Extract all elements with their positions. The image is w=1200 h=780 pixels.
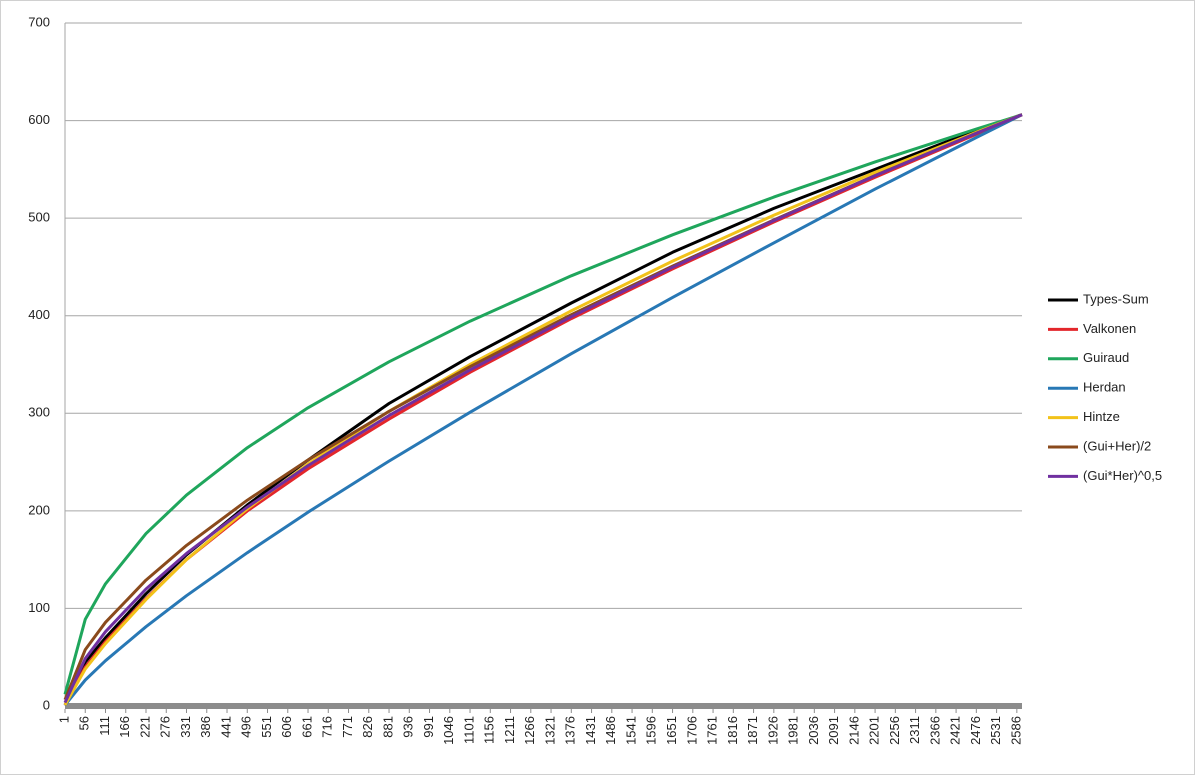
x-tick-label: 2476 <box>968 716 983 745</box>
x-tick-label: 1981 <box>786 716 801 745</box>
series-line <box>63 113 1023 706</box>
x-tick-label: 1266 <box>522 716 537 745</box>
x-tick-label: 771 <box>340 716 355 738</box>
series-line <box>63 113 1023 706</box>
x-tick-label: 716 <box>320 716 335 738</box>
x-tick-label: 1486 <box>603 716 618 745</box>
x-tick-label: 1761 <box>705 716 720 745</box>
x-tick-label: 2421 <box>948 716 963 745</box>
legend-label: Hintze <box>1083 409 1120 424</box>
x-tick-label: 2201 <box>867 716 882 745</box>
y-tick-label: 500 <box>28 210 50 225</box>
y-tick-label: 0 <box>43 697 50 712</box>
x-tick-label: 1431 <box>583 716 598 745</box>
x-tick-label: 2586 <box>1008 716 1023 745</box>
y-tick-label: 600 <box>28 112 50 127</box>
x-tick-label: 331 <box>178 716 193 738</box>
x-tick-label: 2311 <box>907 716 922 744</box>
x-tick-label: 1596 <box>644 716 659 745</box>
legend-label: (Gui*Her)^0,5 <box>1083 468 1162 483</box>
y-tick-label: 100 <box>28 600 50 615</box>
legend-label: (Gui+Her)/2 <box>1083 438 1151 453</box>
x-tick-label: 496 <box>239 716 254 738</box>
x-tick-label: 1156 <box>482 716 497 744</box>
x-tick-label: 1211 <box>502 716 517 744</box>
x-tick-label: 606 <box>279 716 294 738</box>
x-axis <box>65 703 1022 709</box>
x-tick-label: 276 <box>158 716 173 738</box>
x-tick-label: 1101 <box>461 716 476 744</box>
legend-label: Types-Sum <box>1083 291 1149 306</box>
x-tick-label: 1651 <box>664 716 679 745</box>
x-tick-label: 1321 <box>542 716 557 745</box>
x-tick-label: 936 <box>401 716 416 738</box>
x-tick-label: 1 <box>56 716 71 723</box>
x-tick-label: 2256 <box>887 716 902 745</box>
x-tick-label: 2146 <box>846 716 861 745</box>
x-tick-label: 2036 <box>806 716 821 745</box>
x-tick-label: 1541 <box>623 716 638 745</box>
x-tick-label: 661 <box>299 716 314 738</box>
legend-label: Herdan <box>1083 380 1126 395</box>
x-tick-label: 991 <box>421 716 436 738</box>
x-tick-label: 1706 <box>684 716 699 745</box>
x-tick-label: 2531 <box>988 716 1003 745</box>
x-tick-label: 111 <box>97 716 112 736</box>
x-tick-label: 551 <box>259 716 274 738</box>
x-tick-label: 166 <box>117 716 132 738</box>
x-tick-label: 2366 <box>927 716 942 745</box>
series-line <box>63 113 1023 695</box>
x-tick-label: 881 <box>380 716 395 738</box>
y-tick-label: 200 <box>28 502 50 517</box>
x-tick-label: 386 <box>198 716 213 738</box>
x-tick-label: 1376 <box>563 716 578 745</box>
series-line <box>63 113 1023 704</box>
x-tick-label: 2091 <box>826 716 841 745</box>
legend-label: Guiraud <box>1083 350 1129 365</box>
y-tick-label: 400 <box>28 307 50 322</box>
x-tick-label: 1926 <box>765 716 780 745</box>
x-tick-label: 1871 <box>745 716 760 745</box>
x-tick-label: 441 <box>218 716 233 738</box>
x-tick-label: 826 <box>360 716 375 738</box>
x-tick-label: 221 <box>137 716 152 738</box>
x-tick-label: 1816 <box>725 716 740 745</box>
x-tick-label: 56 <box>77 716 92 730</box>
x-tick-label: 1046 <box>441 716 456 745</box>
y-tick-label: 300 <box>28 405 50 420</box>
legend-label: Valkonen <box>1083 321 1136 336</box>
y-tick-label: 700 <box>28 14 50 29</box>
